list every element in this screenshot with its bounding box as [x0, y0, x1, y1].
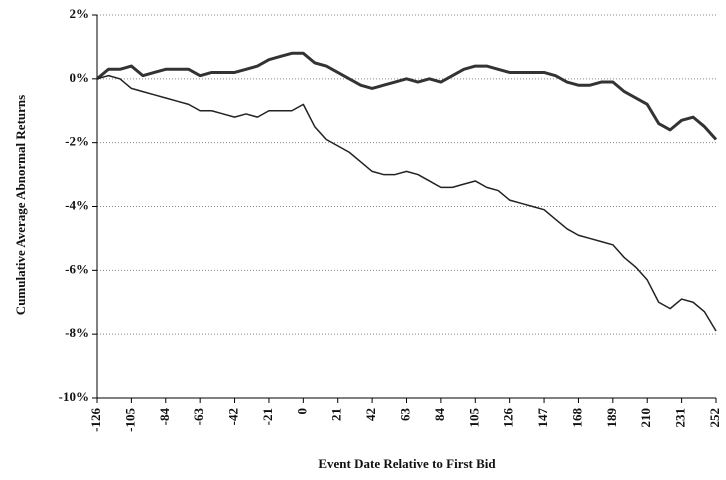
- x-tick-label: 84: [432, 408, 447, 422]
- series-line: [96, 74, 717, 332]
- x-tick-label: 105: [466, 408, 481, 428]
- x-tick-label: -42: [226, 408, 241, 425]
- y-tick-label: 2%: [70, 6, 90, 21]
- x-tick-label: -63: [191, 408, 206, 426]
- y-axis-title: Cumulative Average Abnormal Returns: [13, 95, 28, 315]
- x-tick-label: 147: [535, 408, 550, 428]
- x-tick-label: 231: [673, 408, 688, 428]
- y-tick-label: -4%: [65, 197, 89, 212]
- x-tick-label: 210: [638, 408, 653, 428]
- x-tick-label: 168: [569, 408, 584, 428]
- x-tick-label: -105: [122, 408, 137, 432]
- y-tick-label: 0%: [70, 70, 90, 85]
- x-tick-label: -21: [260, 408, 275, 425]
- x-tick-label: 126: [501, 407, 516, 427]
- y-tick-label: -6%: [65, 261, 89, 276]
- x-axis-title: Event Date Relative to First Bid: [318, 456, 496, 471]
- series-line: [96, 51, 718, 141]
- x-tick-label: 189: [604, 408, 619, 428]
- y-tick-label: -10%: [59, 389, 89, 404]
- x-tick-label: 252: [707, 408, 722, 428]
- y-tick-label: -8%: [65, 325, 89, 340]
- x-tick-label: 0: [294, 408, 309, 415]
- x-tick-label: -126: [88, 408, 103, 432]
- y-tick-label: -2%: [65, 134, 89, 149]
- x-tick-label: 63: [397, 408, 412, 422]
- x-tick-label: -84: [157, 408, 172, 426]
- x-tick-label: 42: [363, 408, 378, 421]
- x-tick-label: 21: [329, 408, 344, 421]
